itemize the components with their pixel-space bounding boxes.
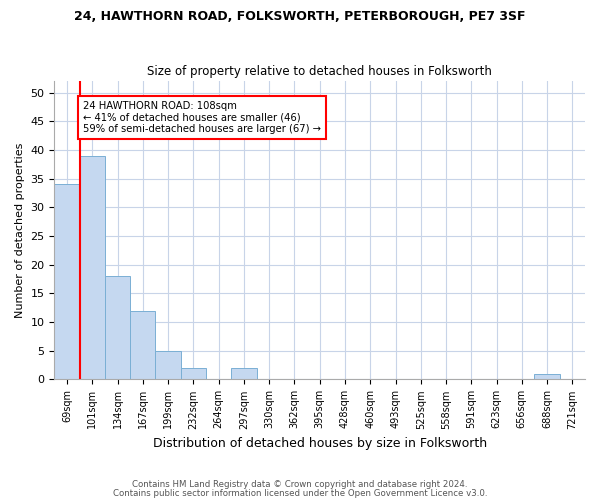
- Text: Contains HM Land Registry data © Crown copyright and database right 2024.: Contains HM Land Registry data © Crown c…: [132, 480, 468, 489]
- Bar: [231, 368, 257, 380]
- Bar: [55, 184, 80, 380]
- Bar: [155, 351, 181, 380]
- Bar: [80, 156, 105, 380]
- Text: 24, HAWTHORN ROAD, FOLKSWORTH, PETERBOROUGH, PE7 3SF: 24, HAWTHORN ROAD, FOLKSWORTH, PETERBORO…: [74, 10, 526, 23]
- Y-axis label: Number of detached properties: Number of detached properties: [15, 142, 25, 318]
- Bar: [181, 368, 206, 380]
- X-axis label: Distribution of detached houses by size in Folksworth: Distribution of detached houses by size …: [152, 437, 487, 450]
- Title: Size of property relative to detached houses in Folksworth: Size of property relative to detached ho…: [147, 66, 492, 78]
- Bar: [130, 310, 155, 380]
- Text: 24 HAWTHORN ROAD: 108sqm
← 41% of detached houses are smaller (46)
59% of semi-d: 24 HAWTHORN ROAD: 108sqm ← 41% of detach…: [83, 101, 322, 134]
- Text: Contains public sector information licensed under the Open Government Licence v3: Contains public sector information licen…: [113, 488, 487, 498]
- Bar: [105, 276, 130, 380]
- Bar: [535, 374, 560, 380]
